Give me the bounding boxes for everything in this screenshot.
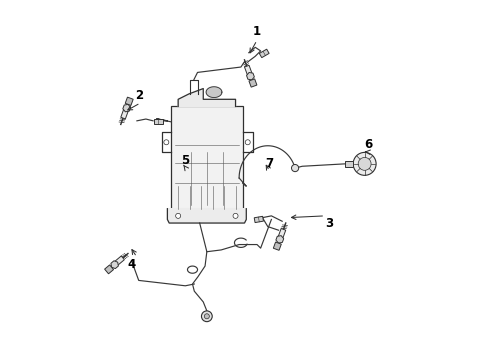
FancyBboxPatch shape bbox=[171, 107, 242, 209]
Polygon shape bbox=[113, 256, 124, 266]
Circle shape bbox=[204, 314, 209, 319]
Circle shape bbox=[233, 213, 238, 219]
Polygon shape bbox=[178, 89, 235, 107]
Polygon shape bbox=[273, 242, 281, 250]
Polygon shape bbox=[259, 49, 268, 58]
Circle shape bbox=[175, 213, 180, 219]
Polygon shape bbox=[104, 265, 113, 274]
Polygon shape bbox=[275, 236, 283, 243]
Circle shape bbox=[244, 140, 250, 145]
Polygon shape bbox=[154, 119, 163, 124]
Polygon shape bbox=[277, 229, 285, 240]
Circle shape bbox=[357, 157, 370, 170]
Polygon shape bbox=[121, 107, 129, 119]
Circle shape bbox=[291, 165, 298, 172]
Text: 1: 1 bbox=[252, 25, 261, 38]
Circle shape bbox=[201, 311, 212, 321]
Text: 3: 3 bbox=[324, 216, 332, 230]
Polygon shape bbox=[244, 65, 252, 77]
Bar bbox=[344, 161, 352, 167]
Text: 6: 6 bbox=[364, 138, 371, 150]
Polygon shape bbox=[206, 87, 222, 98]
Polygon shape bbox=[248, 79, 256, 87]
Text: 4: 4 bbox=[127, 258, 135, 271]
Text: 5: 5 bbox=[181, 154, 189, 167]
Text: 7: 7 bbox=[265, 157, 273, 170]
Circle shape bbox=[352, 152, 375, 175]
Polygon shape bbox=[125, 97, 133, 105]
Polygon shape bbox=[246, 72, 254, 80]
Polygon shape bbox=[167, 209, 246, 223]
Polygon shape bbox=[122, 104, 130, 112]
Polygon shape bbox=[111, 261, 118, 269]
Polygon shape bbox=[254, 216, 263, 222]
Text: 2: 2 bbox=[134, 89, 142, 102]
Circle shape bbox=[163, 140, 168, 145]
